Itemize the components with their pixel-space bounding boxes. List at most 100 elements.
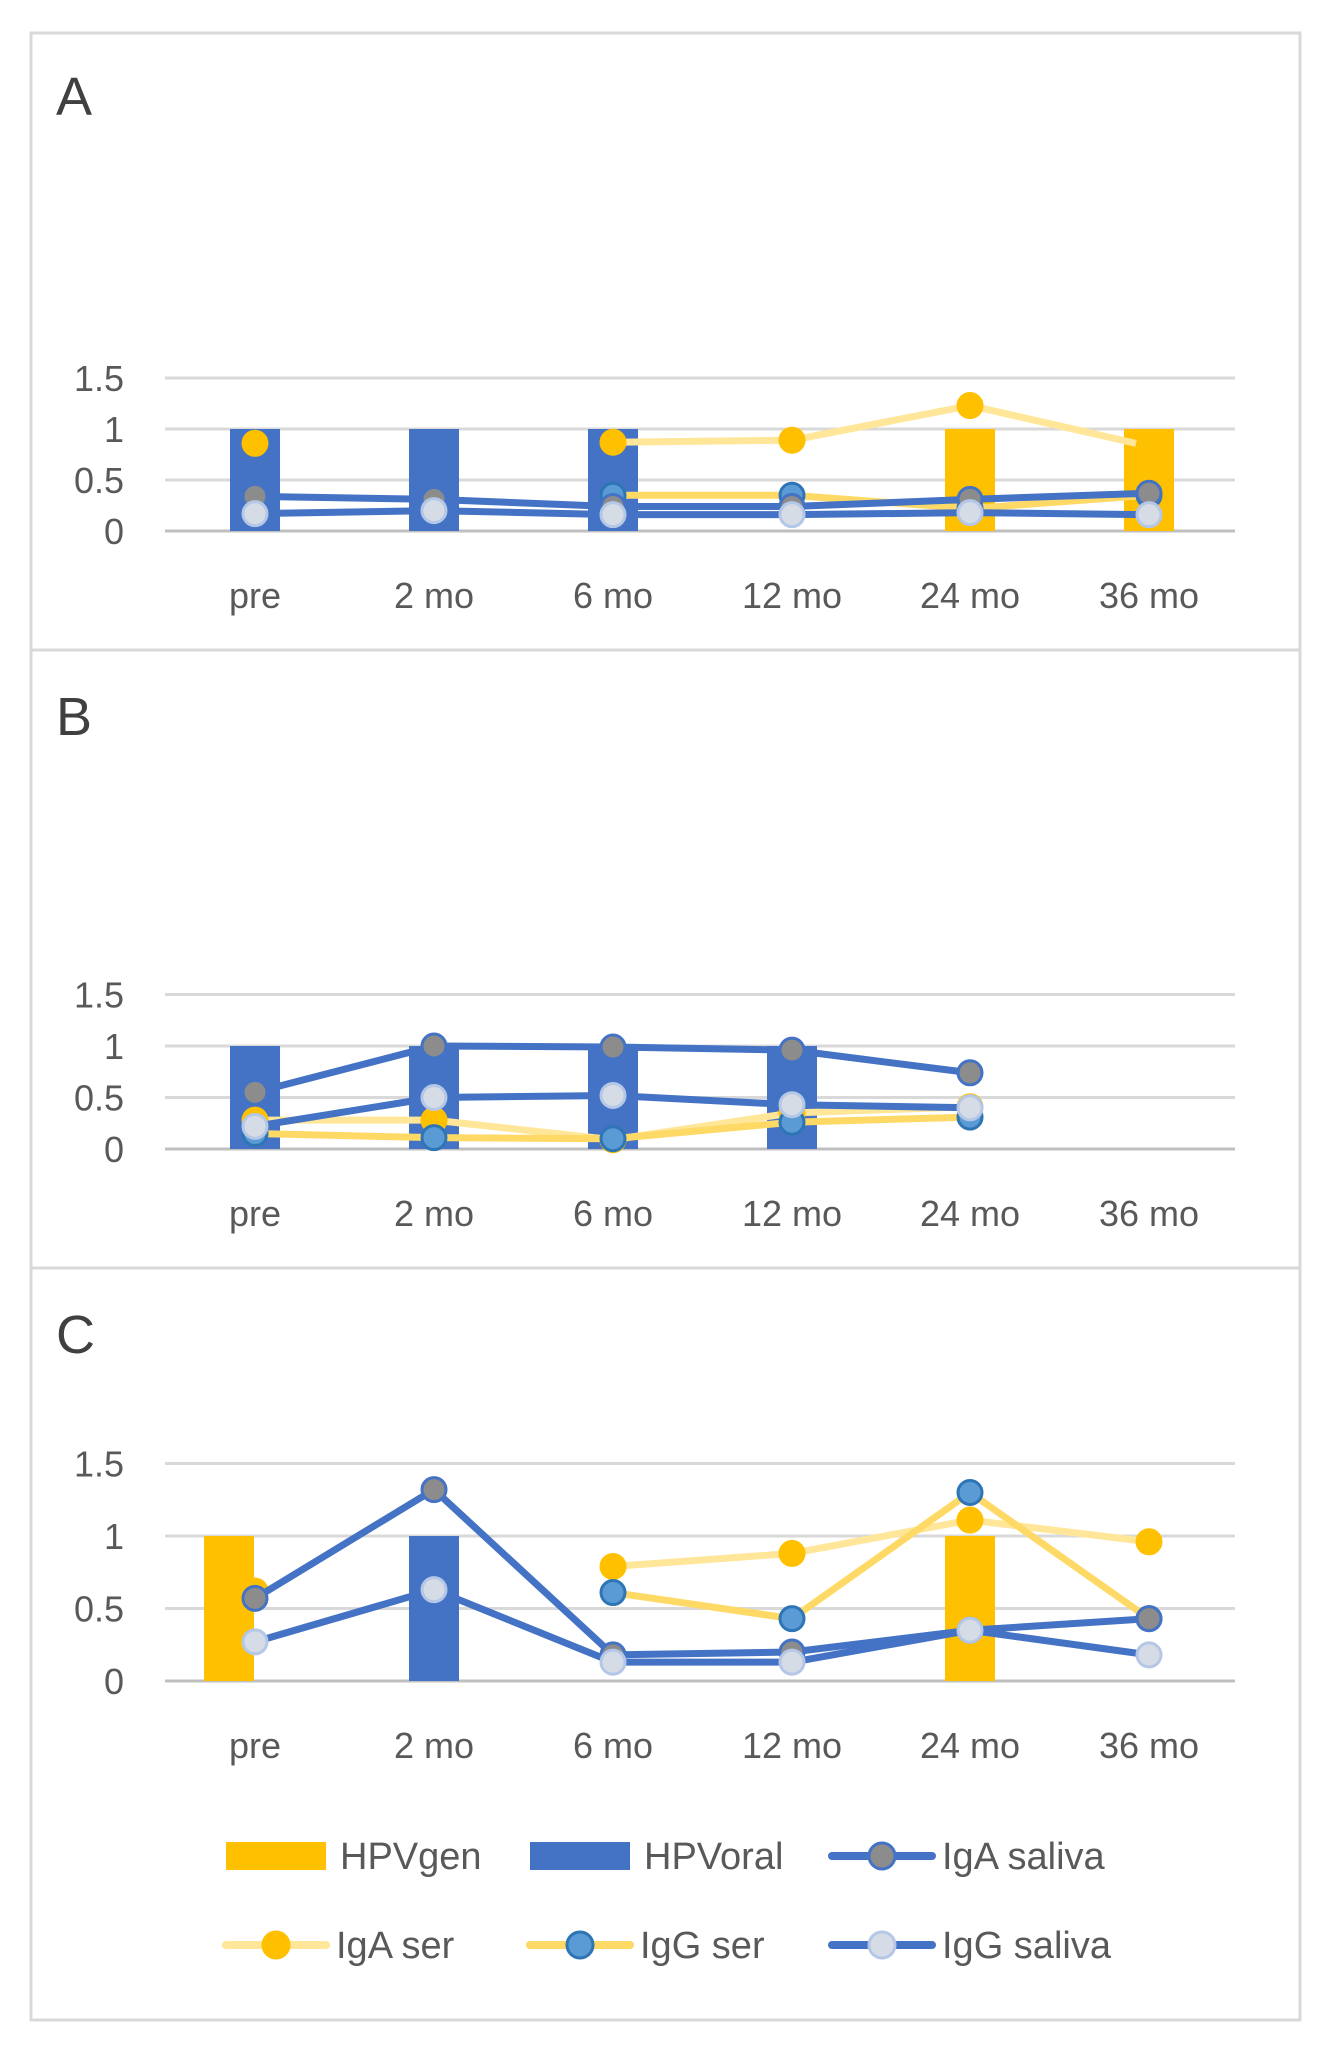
x-tick-label: 12 mo — [742, 1193, 842, 1234]
data-point — [599, 1648, 627, 1676]
data-point — [599, 1125, 627, 1153]
series-igg-saliva — [241, 1576, 1163, 1676]
data-point — [420, 1476, 448, 1504]
series-line — [251, 1486, 1153, 1659]
legend-swatch — [530, 1842, 630, 1870]
legend-swatch-marker — [565, 1930, 595, 1960]
legend-item-igg-saliva: IgG saliva — [828, 1925, 1112, 1967]
data-point — [241, 1112, 269, 1140]
legend-item-hpv-oral: HPVoral — [530, 1836, 783, 1878]
legend-item-hpv-gen: HPVgen — [226, 1836, 482, 1878]
data-point — [241, 1584, 269, 1612]
data-point — [420, 1576, 448, 1604]
y-tick-label: 0 — [104, 1661, 124, 1702]
hpv-gen-bar — [204, 1536, 254, 1681]
y-tick-label: 1 — [104, 1026, 124, 1067]
series-line — [251, 489, 1153, 511]
series-line — [251, 1586, 1153, 1666]
legend-label: IgA ser — [336, 1925, 455, 1967]
legend-label: IgG saliva — [942, 1925, 1112, 1967]
series-line — [609, 1516, 1153, 1570]
series-line — [251, 507, 1153, 519]
x-tick-label: 2 mo — [394, 1193, 474, 1234]
y-tick-label: 0.5 — [74, 460, 124, 501]
legend-item-igg-ser: IgG ser — [526, 1925, 765, 1967]
data-point — [956, 392, 984, 420]
series-line — [609, 402, 1153, 450]
x-tick-label: 24 mo — [920, 1193, 1020, 1234]
legend-item-iga-saliva: IgA saliva — [828, 1836, 1106, 1878]
data-point — [241, 429, 269, 457]
y-tick-label: 1 — [104, 1516, 124, 1557]
series-iga-ser — [241, 392, 1163, 460]
x-tick-label: 12 mo — [742, 575, 842, 616]
x-tick-label: 24 mo — [920, 575, 1020, 616]
data-point — [1135, 501, 1163, 529]
y-tick-label: 1.5 — [74, 975, 124, 1016]
data-point — [1135, 1605, 1163, 1633]
data-point — [599, 501, 627, 529]
x-tick-label: 12 mo — [742, 1725, 842, 1766]
panel-a: A 1.5 1 0.5 0 pre 2 mo 6 mo 12 mo 24 mo 36 mo — [56, 67, 1235, 616]
legend-label: HPVgen — [340, 1836, 482, 1878]
x-tick-label: 2 mo — [394, 575, 474, 616]
x-tick-label: 6 mo — [573, 1193, 653, 1234]
x-tick-label: pre — [229, 1193, 281, 1234]
legend-swatch-marker — [867, 1841, 897, 1871]
legend: HPVgen HPVoral IgA saliva IgA ser IgG ser IgG… — [222, 1836, 1112, 1967]
data-point — [778, 1091, 806, 1119]
hpv-gen-bar — [945, 1536, 995, 1681]
data-point — [778, 1648, 806, 1676]
y-tick-label: 1.5 — [74, 358, 124, 399]
figure-frames — [29, 31, 1302, 2022]
data-point — [241, 1078, 269, 1106]
x-tick-label: 6 mo — [573, 575, 653, 616]
panel-letter: C — [56, 1305, 95, 1365]
series-igg-saliva — [241, 1081, 984, 1140]
panel-letter: A — [56, 67, 92, 127]
y-tick-label: 0 — [104, 511, 124, 552]
panel-b: B 1.5 1 0.5 0 pre 2 mo 6 mo 12 mo 24 mo 36 mo — [56, 687, 1235, 1234]
data-point — [599, 1579, 627, 1607]
y-tick-label: 1.5 — [74, 1444, 124, 1485]
x-tick-label: pre — [229, 575, 281, 616]
y-tick-label: 0 — [104, 1129, 124, 1170]
data-point — [778, 1605, 806, 1633]
data-point — [241, 1628, 269, 1656]
series-line — [609, 1489, 1153, 1623]
data-point — [420, 1084, 448, 1111]
x-tick-label: pre — [229, 1725, 281, 1766]
data-point — [420, 497, 448, 525]
legend-swatch — [226, 1842, 326, 1870]
x-tick-label: 6 mo — [573, 1725, 653, 1766]
data-point — [420, 1032, 448, 1060]
data-point — [778, 1036, 806, 1064]
data-point — [1135, 432, 1163, 460]
outer-border — [29, 31, 1302, 2022]
data-point — [778, 501, 806, 529]
y-tick-label: 1 — [104, 409, 124, 450]
x-tick-label: 36 mo — [1099, 1193, 1199, 1234]
x-tick-label: 24 mo — [920, 1725, 1020, 1766]
data-point — [1135, 1528, 1163, 1556]
legend-label: HPVoral — [644, 1836, 783, 1878]
y-tick-label: 0.5 — [74, 1078, 124, 1119]
data-point — [599, 1033, 627, 1061]
data-point — [956, 1616, 984, 1644]
data-point — [956, 499, 984, 527]
legend-swatch-marker — [261, 1930, 291, 1960]
data-point — [420, 1124, 448, 1152]
data-point — [956, 1094, 984, 1122]
data-point — [956, 1506, 984, 1534]
hpv-oral-bar — [409, 1536, 459, 1681]
data-point — [1135, 1641, 1163, 1669]
panel-c: C 1.5 1 0.5 0 pre 2 mo 6 mo 12 mo 24 mo 36 mo — [56, 1305, 1235, 1766]
data-point — [956, 1479, 984, 1506]
data-point — [956, 1059, 984, 1087]
series-igg-saliva — [241, 497, 1163, 529]
data-point — [241, 500, 269, 528]
x-tick-label: 36 mo — [1099, 1725, 1199, 1766]
data-point — [599, 428, 627, 456]
